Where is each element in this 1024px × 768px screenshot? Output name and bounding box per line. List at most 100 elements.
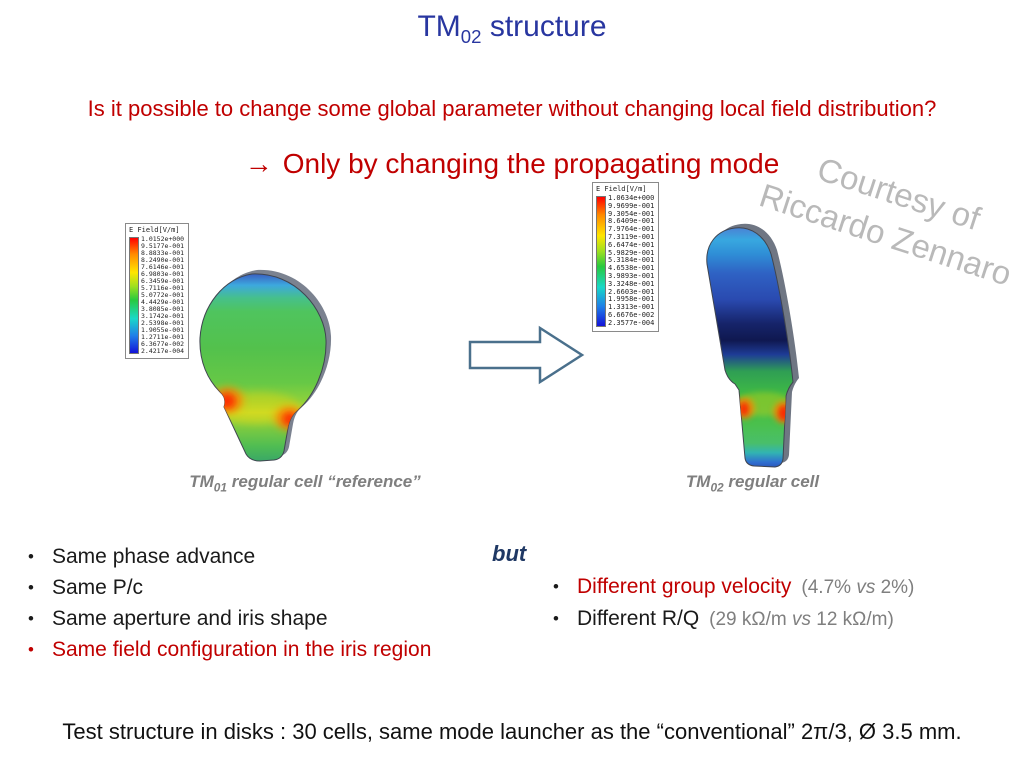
tm02-field-plot-svg	[706, 223, 799, 468]
legend-value: 6.9803e-001	[141, 270, 185, 278]
bullet-dot-icon: •	[28, 609, 34, 628]
legend-value: 3.3248e-001	[608, 279, 655, 288]
field-hotspot-red	[218, 393, 236, 409]
answer-text: Only by changing the propagating mode	[282, 148, 780, 179]
title-suffix: structure	[481, 10, 607, 43]
title-subscript: 02	[460, 26, 482, 47]
caption-subscript: 02	[710, 480, 724, 495]
legend-body: 1.0152e+000 9.5177e-001 8.8833e-001 8.2490e…	[129, 236, 184, 355]
legend-value: 7.3119e-001	[608, 232, 655, 241]
legend-value: 9.5177e-001	[141, 242, 185, 250]
note-part: 12 kΩ/m)	[810, 609, 894, 630]
legend-value: 4.6538e-001	[608, 264, 655, 273]
bullet-text: Same field configuration in the iris reg…	[52, 638, 432, 661]
bullet-note: (29 kΩ/m vs 12 kΩ/m)	[709, 609, 894, 630]
legend-value: 3.8085e-001	[141, 305, 185, 313]
legend-value: 1.9958e-001	[608, 295, 655, 304]
caption-prefix: TM	[685, 472, 711, 491]
legend-value: 8.8833e-001	[141, 249, 185, 257]
legend-title: E Field[V/m]	[129, 226, 180, 234]
legend-value: 7.6146e-001	[141, 263, 185, 271]
caption-prefix: TM	[189, 472, 214, 491]
legend-title: E Field[V/m]	[596, 185, 647, 193]
legend-value: 2.3577e-004	[608, 318, 655, 327]
legend-value: 3.1742e-001	[141, 312, 185, 320]
bullet-text: Same P/c	[52, 576, 144, 599]
caption-subscript: 01	[213, 480, 228, 495]
legend-value: 1.0634e+000	[608, 194, 655, 202]
list-item: • Same aperture and iris shape	[28, 603, 431, 634]
caption-tm02: TM02 regular cell	[640, 472, 865, 494]
list-item: • Same P/c	[28, 572, 431, 603]
caption-suffix: regular cell	[723, 472, 820, 491]
legend-body: 1.0634e+000 9.9699e-001 9.3054e-001 8.6409e…	[596, 194, 655, 328]
field-hotspot-red	[739, 402, 749, 416]
legend-value: 1.0152e+000	[141, 235, 185, 243]
legend-value: 9.3054e-001	[608, 209, 655, 218]
note-part: 2%)	[875, 577, 915, 598]
legend-value: 2.5398e-001	[141, 319, 185, 327]
bullet-dot-icon: •	[553, 577, 559, 596]
caption-suffix: regular cell “reference”	[227, 472, 421, 491]
page-title: TM02 structure	[0, 10, 1024, 48]
legend-colorbar-icon	[596, 196, 606, 327]
legend-values: 1.0152e+000 9.5177e-001 8.8833e-001 8.2490e…	[141, 236, 184, 355]
field-legend-left: E Field[V/m] 1.0152e+000 9.5177e-001 8.883…	[125, 223, 190, 359]
bullet-dot-icon: •	[553, 609, 559, 628]
note-part: (4.7%	[801, 577, 857, 598]
same-properties-list: • Same phase advance • Same P/c • Same aper…	[28, 541, 431, 665]
legend-value: 5.7116e-001	[141, 284, 185, 292]
bullet-text: Different group velocity	[577, 575, 792, 598]
legend-value: 5.9829e-001	[608, 248, 655, 257]
bullet-dot-icon: •	[28, 578, 34, 597]
list-item: • Same phase advance	[28, 541, 431, 572]
bullet-dot-icon: •	[28, 640, 34, 659]
tm01-field-plot	[190, 268, 340, 468]
but-label: but	[492, 541, 527, 566]
legend-value: 9.9699e-001	[608, 201, 655, 210]
bullet-note: (4.7% vs 2%)	[801, 577, 914, 598]
question-line: Is it possible to change some global par…	[87, 96, 937, 121]
title-prefix: TM	[417, 10, 461, 43]
block-arrow-shape	[468, 325, 585, 385]
list-item: • Same field configuration in the iris re…	[28, 634, 431, 665]
legend-value: 1.9055e-001	[141, 326, 185, 334]
bottom-note: Test structure in disks : 30 cells, same…	[62, 719, 962, 744]
legend-value: 2.6603e-001	[608, 287, 655, 296]
tm02-field-plot	[697, 222, 807, 472]
list-item: • Different group velocity (4.7% vs 2%)	[553, 571, 914, 603]
legend-value: 1.3313e-001	[608, 303, 655, 312]
bullet-text: Same phase advance	[52, 545, 256, 568]
note-part: (29 kΩ/m	[709, 609, 792, 630]
legend-value: 5.0772e-001	[141, 291, 185, 299]
legend-value: 5.3184e-001	[608, 256, 655, 265]
legend-value: 8.2490e-001	[141, 256, 185, 264]
legend-values: 1.0634e+000 9.9699e-001 9.3054e-001 8.6409e…	[608, 194, 655, 328]
legend-value: 8.6409e-001	[608, 217, 655, 226]
legend-value: 1.2711e-001	[141, 333, 185, 341]
legend-value: 3.9893e-001	[608, 271, 655, 280]
legend-value: 2.4217e-004	[141, 347, 185, 355]
block-arrow-icon	[468, 325, 585, 385]
tm01-field-plot-svg	[199, 269, 332, 462]
legend-value: 4.4429e-001	[141, 298, 185, 306]
legend-value: 6.6474e-001	[608, 240, 655, 249]
bullet-text: Same aperture and iris shape	[52, 607, 328, 630]
note-vs: vs	[791, 609, 811, 630]
different-properties-list: • Different group velocity (4.7% vs 2%) • D…	[553, 571, 914, 635]
right-arrow-icon: →	[244, 148, 273, 179]
field-legend-right: E Field[V/m] 1.0634e+000 9.9699e-001 9.305…	[592, 182, 660, 332]
answer-line: → Only by changing the propagating mode	[0, 148, 1024, 180]
caption-tm01: TM01 regular cell “reference”	[180, 472, 430, 494]
bullet-dot-icon: •	[28, 547, 34, 566]
legend-value: 7.9764e-001	[608, 225, 655, 234]
cell-shape	[199, 273, 327, 462]
note-vs: vs	[856, 577, 876, 598]
bullet-text: Different R/Q	[577, 607, 700, 630]
legend-colorbar-icon	[129, 237, 139, 354]
legend-value: 6.3677e-002	[141, 340, 185, 348]
list-item: • Different R/Q (29 kΩ/m vs 12 kΩ/m)	[553, 603, 914, 635]
legend-value: 6.3459e-001	[141, 277, 185, 285]
legend-value: 6.6676e-002	[608, 310, 655, 319]
